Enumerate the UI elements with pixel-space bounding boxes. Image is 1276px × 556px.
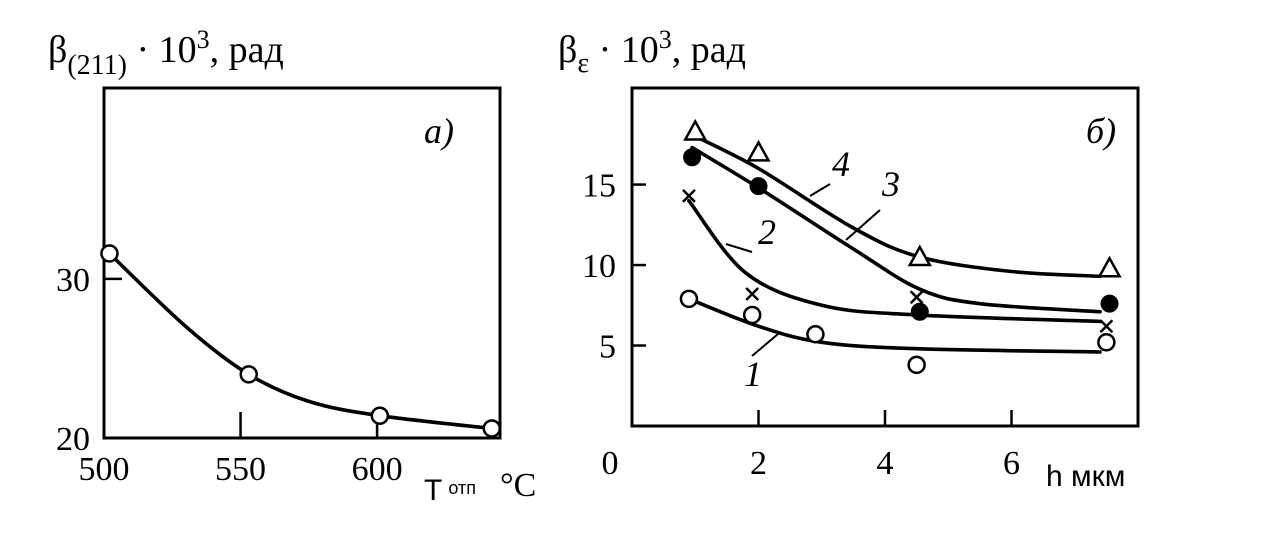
panel-a-y-tick-label: 20: [56, 421, 90, 458]
panel-b-curve-label-4: 4: [832, 144, 850, 184]
panel-a-title-sup: 3: [197, 25, 210, 54]
panel-b-point-1: [806, 325, 825, 344]
panel-a-xlabel-unit: °С: [500, 467, 536, 504]
panel-a-point: [370, 406, 390, 425]
panel-b-x-tick-label: 2: [750, 445, 767, 482]
panel-b-xlabel: h мкм: [1046, 460, 1125, 493]
panel-b-point-3: [683, 148, 702, 167]
panel-a-point: [100, 244, 119, 263]
panel-b-curve-label-leader: [725, 243, 753, 253]
panel-a-x-tick-label: 600: [352, 451, 403, 488]
panel-b-point-4: [907, 244, 932, 267]
panel-b-curve-label-2: 2: [758, 212, 776, 252]
panel-b-curve-label-leader: [809, 183, 831, 197]
panel-b-title-tail: , рад: [672, 29, 746, 71]
panel-a-point: [482, 419, 502, 438]
panel-a-x-tick-label: 500: [79, 451, 130, 488]
panel-b-title-sub: ε: [577, 48, 589, 79]
panel-b-point-4: [683, 118, 708, 141]
panel-b-point-3: [910, 302, 929, 321]
panel-b-point-4: [746, 139, 771, 162]
panel-b-point-1: [679, 289, 699, 309]
panel-b-title-sup: 3: [659, 25, 672, 54]
panel-b-y-tick-label: 10: [582, 248, 616, 285]
panel-a-title: β(211) · 103, рад: [48, 25, 284, 81]
panel-b-series-line-1: [687, 297, 1102, 354]
panel-a-y-tick-label: 30: [56, 262, 90, 299]
panel-a-title-rest: · 10: [127, 29, 197, 71]
panel-b-point-2: [682, 188, 696, 203]
panel-b-point-3: [749, 177, 768, 196]
panel-b-x-tick-label: 0: [602, 445, 619, 482]
panel-b-point-2: [1099, 319, 1114, 334]
panel-b-curve-label-leader: [751, 333, 779, 357]
panel-b-series-line-4: [693, 134, 1102, 279]
panel-b-point-1: [907, 355, 926, 375]
panel-a-title-tail: , рад: [210, 29, 284, 71]
panel-a-x-tick-label: 550: [215, 451, 266, 488]
panel-b-plot: 1 2 34: [679, 118, 1122, 394]
panel-a-label: а): [424, 111, 454, 151]
panel-b-title-main: β: [558, 29, 577, 71]
panel-a-plot: [100, 244, 502, 438]
panel-a-title-main: β: [48, 29, 67, 71]
panel-b-point-1: [1097, 333, 1116, 352]
panel-b-title: βε · 103, рад: [558, 25, 746, 79]
panel-a-point: [239, 365, 258, 384]
panel-b-point-2: [745, 287, 760, 301]
panel-b-curve-label-1: 1: [744, 354, 762, 394]
panel-b-y-tick-label: 5: [599, 329, 616, 366]
panel-a-xlabel-main: Т: [424, 474, 442, 507]
panel-a-title-sub: (211): [67, 50, 127, 81]
panel-b-point-1: [742, 305, 762, 325]
panel-b-point-4: [1097, 255, 1122, 278]
panel-b-x-tick-label: 6: [1003, 445, 1020, 482]
panel-b-frame: [630, 86, 1140, 428]
panel-b-curve-label-3: 3: [881, 164, 900, 204]
panel-b-point-2: [909, 290, 924, 305]
panel-a-series-line: [107, 251, 494, 431]
panel-a-frame: [102, 86, 502, 440]
panel-a-xlabel-sub: отп: [448, 478, 476, 498]
panel-b-series-line-2: [687, 198, 1102, 324]
panel-b-y-tick-label: 15: [582, 168, 616, 205]
panel-a-axes: 500 550 600 20 30: [56, 86, 502, 488]
panel-b-axes: 0 2 4 6 5 10 15: [582, 86, 1140, 482]
panel-b-x-tick-label: 4: [877, 445, 894, 482]
panel-b-label: б): [1086, 111, 1116, 151]
panel-b-point-3: [1100, 294, 1119, 313]
panel-b-title-rest: · 10: [589, 29, 659, 71]
panel-b-curve-label-leader: [845, 209, 881, 241]
